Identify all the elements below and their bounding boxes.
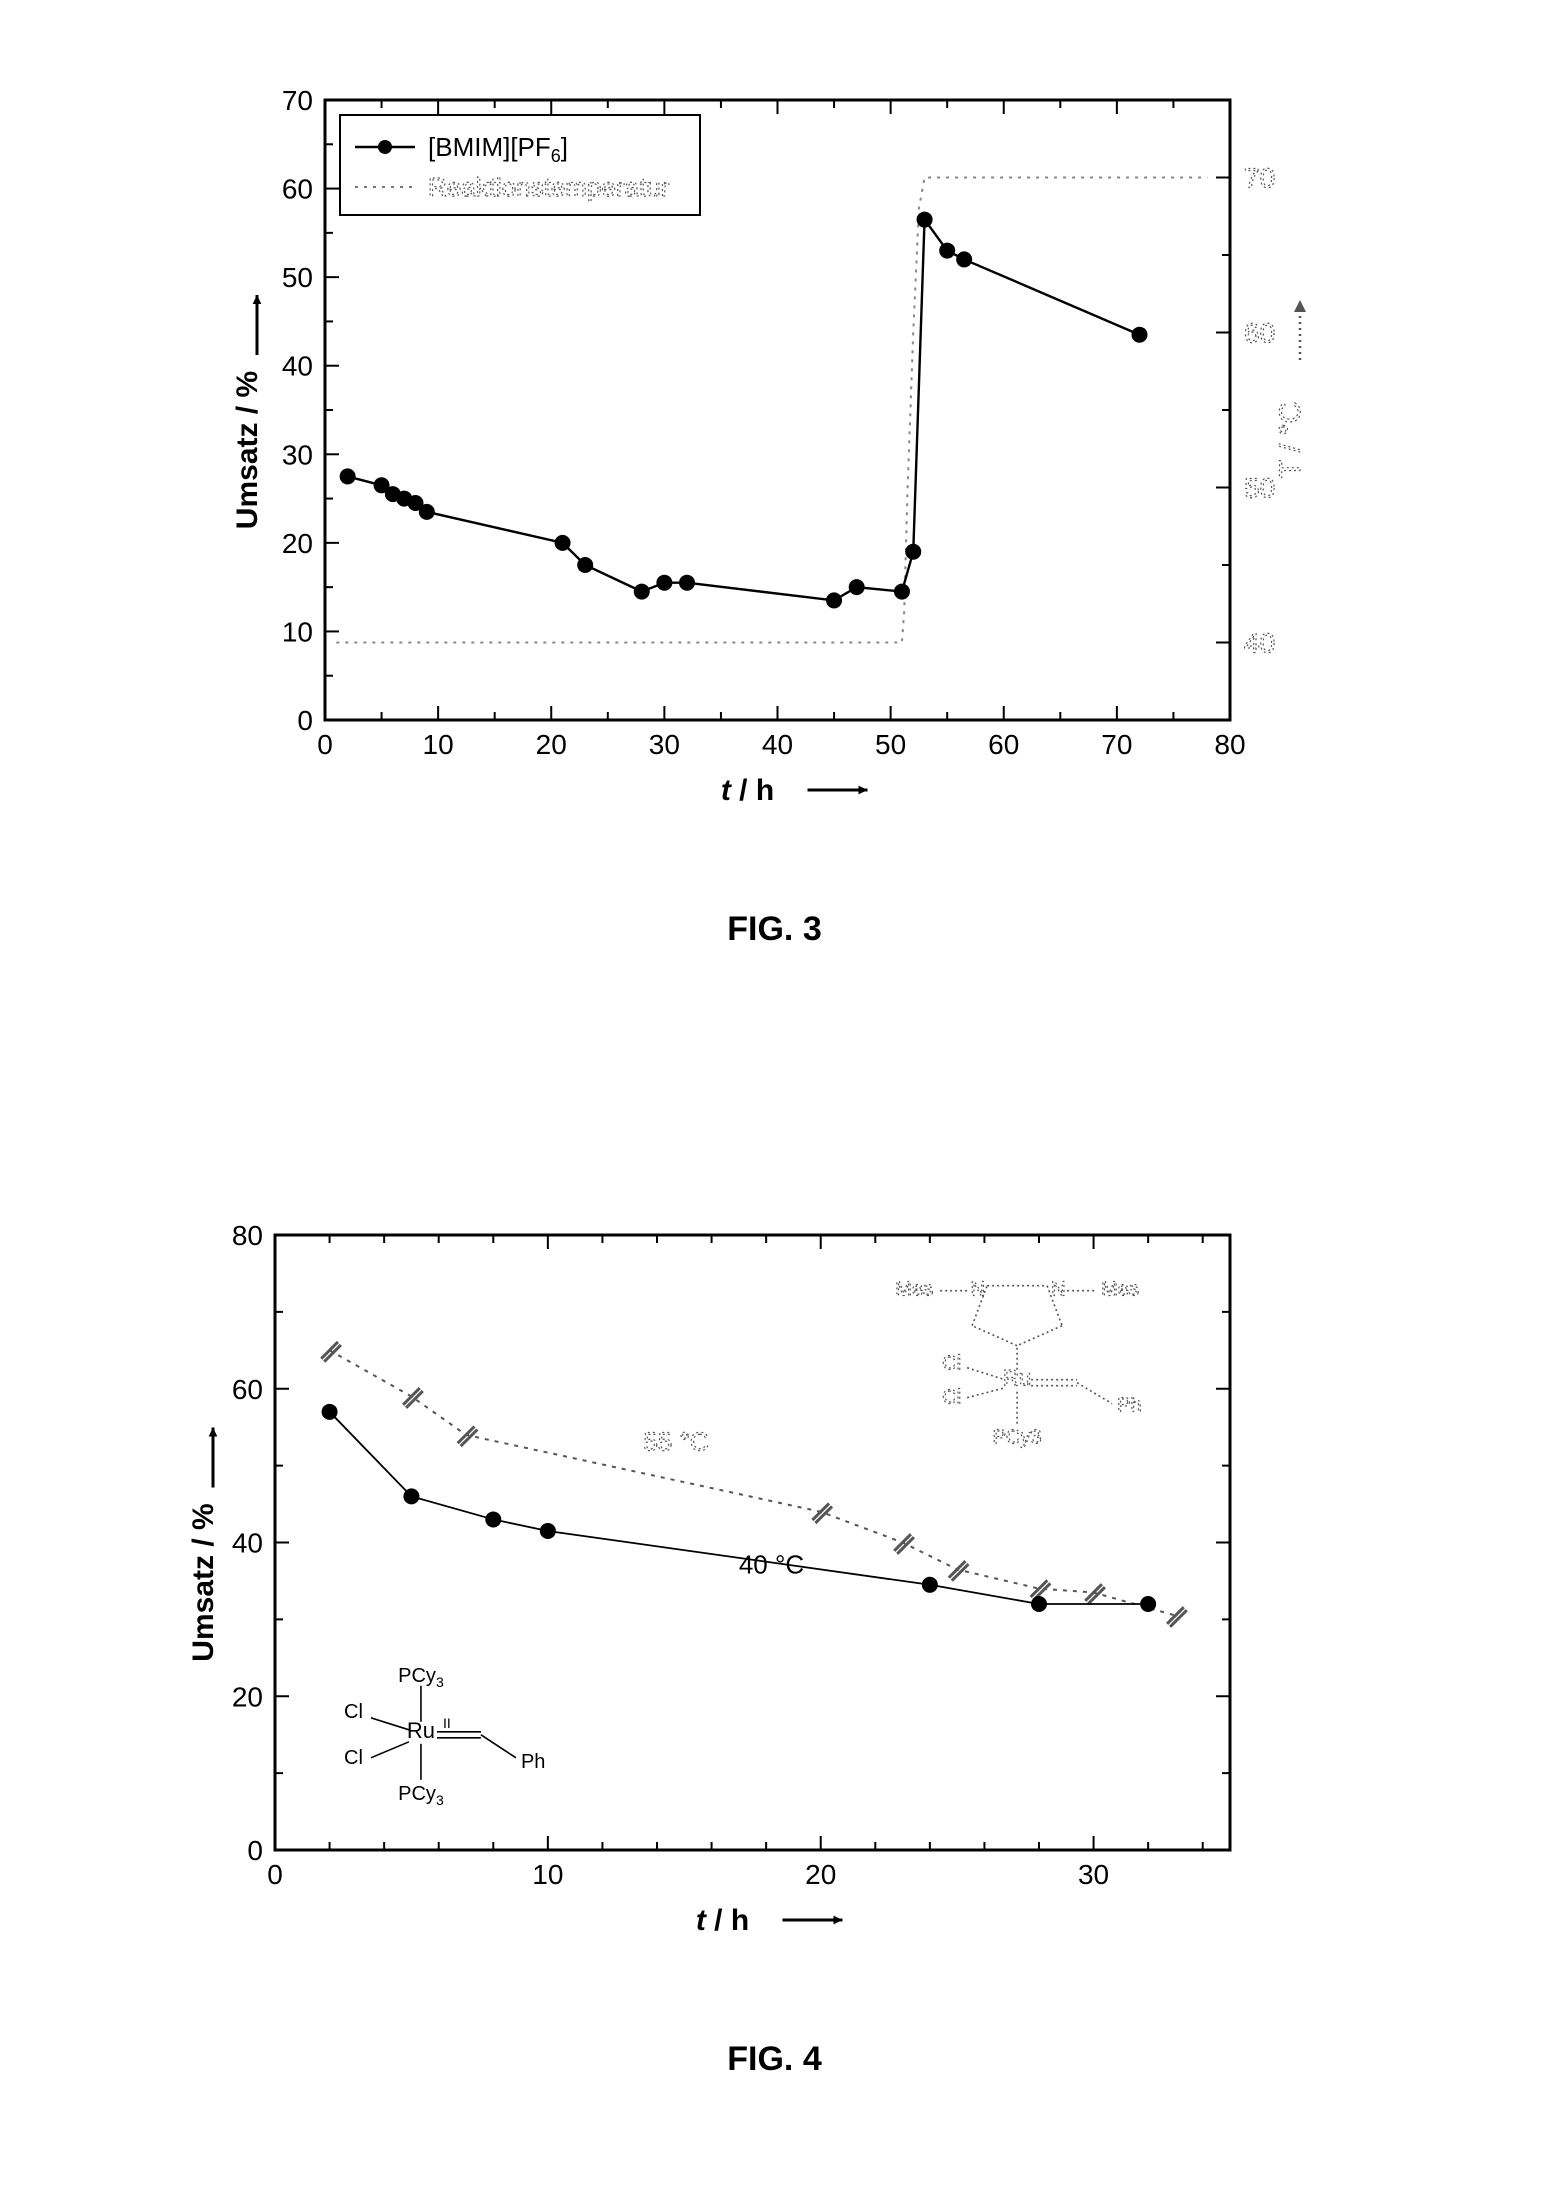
svg-text:Ph: Ph <box>1117 1395 1141 1417</box>
svg-text:80: 80 <box>1214 729 1245 760</box>
svg-text:20: 20 <box>536 729 567 760</box>
svg-text:10: 10 <box>282 616 313 647</box>
svg-text:0: 0 <box>247 1835 263 1866</box>
svg-text:20: 20 <box>805 1859 836 1890</box>
grubbs2-structure: NNMesMesRuClClPCy3Ph <box>895 1279 1141 1449</box>
svg-text:PCy3: PCy3 <box>398 1665 444 1690</box>
svg-text:Mes: Mes <box>895 1279 933 1301</box>
svg-text:Cl: Cl <box>344 1701 363 1723</box>
svg-text:Umsatz / %: Umsatz / % <box>231 371 264 529</box>
svg-text:40: 40 <box>762 729 793 760</box>
svg-text:60: 60 <box>988 729 1019 760</box>
svg-text:0: 0 <box>297 705 313 736</box>
svg-text:PCy3: PCy3 <box>398 1783 444 1808</box>
svg-text:0: 0 <box>267 1859 283 1890</box>
svg-text:40 °C: 40 °C <box>739 1549 804 1579</box>
svg-text:t / h: t / h <box>696 1904 749 1937</box>
svg-text:55 °C: 55 °C <box>643 1426 708 1456</box>
svg-text:PCy3: PCy3 <box>993 1427 1042 1449</box>
svg-text:40: 40 <box>1244 628 1275 659</box>
svg-text:30: 30 <box>282 439 313 470</box>
svg-text:[BMIM][PF6]: [BMIM][PF6] <box>428 132 568 166</box>
grubbs1-structure: RuIIPCy3PCy3ClClPh <box>344 1665 545 1808</box>
svg-text:Ph: Ph <box>521 1751 545 1773</box>
svg-text:40: 40 <box>232 1528 263 1559</box>
svg-text:0: 0 <box>317 729 333 760</box>
svg-text:40: 40 <box>282 351 313 382</box>
svg-text:Mes: Mes <box>1101 1279 1139 1301</box>
fig4-chart: 0 10 20 30 0 20 40 60 80 55 °C 40 °C t / h Umsatz / … <box>180 1210 1270 1970</box>
svg-text:10: 10 <box>423 729 454 760</box>
svg-text:80: 80 <box>232 1220 263 1251</box>
svg-text:20: 20 <box>282 528 313 559</box>
svg-text:Reaktionstemperatur: Reaktionstemperatur <box>428 172 670 202</box>
svg-text:60: 60 <box>1244 318 1275 349</box>
svg-text:II: II <box>443 1715 451 1731</box>
svg-text:N: N <box>1051 1279 1065 1301</box>
svg-text:30: 30 <box>649 729 680 760</box>
svg-text:70: 70 <box>1244 163 1275 194</box>
svg-text:N: N <box>971 1279 985 1301</box>
svg-text:Cl: Cl <box>942 1387 961 1409</box>
fig4-caption: FIG. 4 <box>0 2040 1549 2079</box>
svg-text:70: 70 <box>1101 729 1132 760</box>
svg-text:Umsatz / %: Umsatz / % <box>187 1503 220 1661</box>
svg-text:60: 60 <box>282 174 313 205</box>
svg-text:Cl: Cl <box>942 1353 961 1375</box>
svg-text:50: 50 <box>282 262 313 293</box>
svg-text:20: 20 <box>232 1681 263 1712</box>
fig3-chart: 0 10 20 30 40 50 60 70 80 0 10 20 30 40 50 60 70 40 50 60 70… <box>230 80 1320 840</box>
svg-text:T / °C: T / °C <box>1274 402 1307 478</box>
svg-text:30: 30 <box>1078 1859 1109 1890</box>
svg-text:50: 50 <box>875 729 906 760</box>
svg-text:10: 10 <box>532 1859 563 1890</box>
svg-text:70: 70 <box>282 85 313 116</box>
svg-text:50: 50 <box>1244 473 1275 504</box>
svg-text:Cl: Cl <box>344 1747 363 1769</box>
page: 0 10 20 30 40 50 60 70 80 0 10 20 30 40 50 60 70 40 50 60 70… <box>0 0 1549 2201</box>
svg-text:t / h: t / h <box>721 774 774 807</box>
svg-text:60: 60 <box>232 1374 263 1405</box>
fig3-caption: FIG. 3 <box>0 910 1549 949</box>
